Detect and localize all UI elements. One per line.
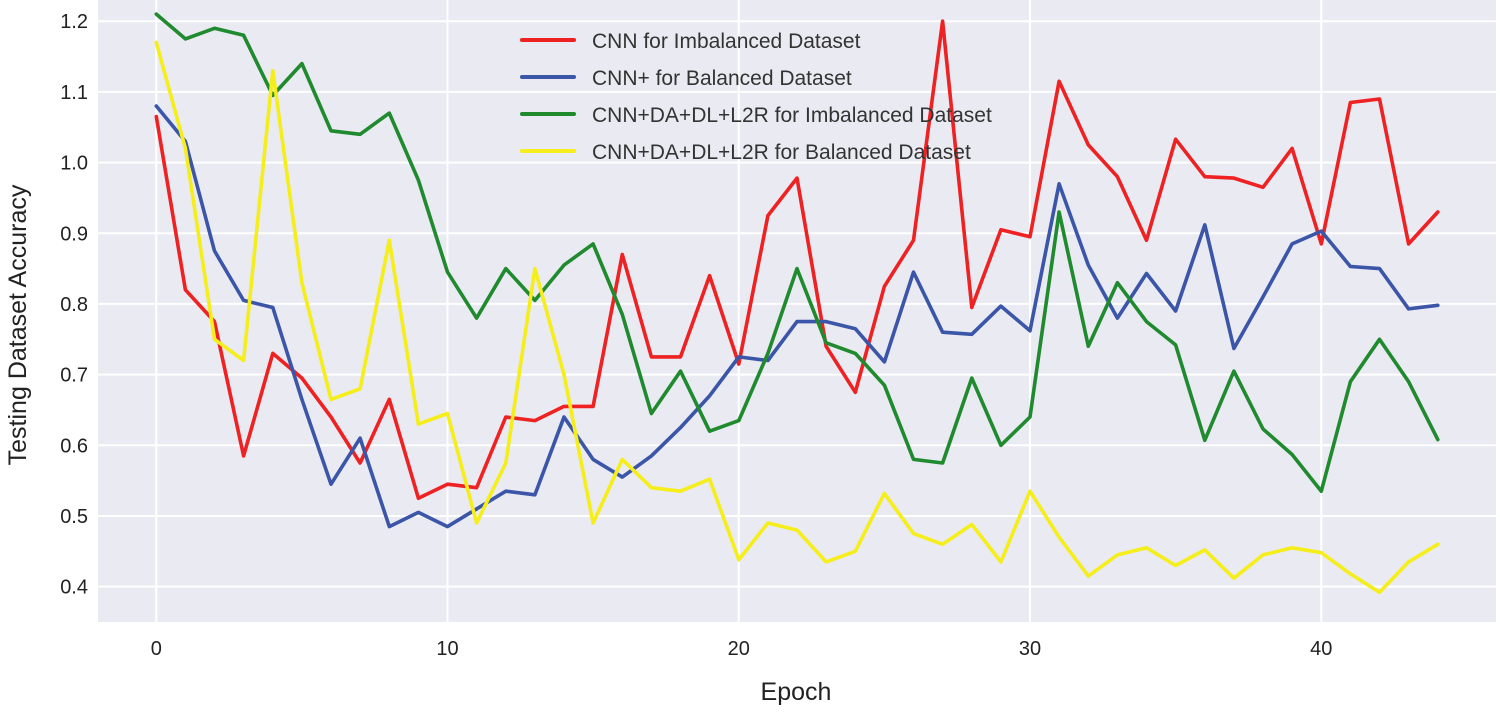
x-tick-label: 30	[1019, 638, 1041, 660]
x-tick-label: 10	[436, 638, 458, 660]
x-axis-ticks: 0 10 20 30 40	[151, 638, 1333, 660]
legend-label: CNN+DA+DL+L2R for Balanced Dataset	[592, 141, 971, 164]
legend: CNN for Imbalanced Dataset CNN+ for Balan…	[520, 30, 992, 164]
x-axis-label: Epoch	[761, 678, 832, 706]
x-tick-label: 0	[151, 638, 162, 660]
series-line-cnn-for-imbalanced-dataset	[154, 19, 1440, 501]
legend-label: CNN for Imbalanced Dataset	[592, 30, 861, 53]
grid	[98, 0, 1496, 622]
y-axis-label: Testing Dataset Accuracy	[4, 184, 32, 465]
legend-label: CNN+DA+DL+L2R for Imbalanced Dataset	[592, 104, 992, 127]
y-tick-label: 1.1	[60, 82, 88, 104]
x-tick-label: 20	[728, 638, 750, 660]
y-tick-label: 0.4	[60, 577, 88, 599]
y-tick-label: 0.9	[60, 223, 88, 245]
series-line-cnn-for-balanced-dataset	[154, 104, 1440, 529]
y-tick-label: 0.6	[60, 435, 88, 457]
series-lines	[154, 12, 1440, 595]
y-tick-label: 0.8	[60, 294, 88, 316]
plot-area-background	[98, 0, 1496, 622]
series-line-cnn-da-dl-l2r-for-imbalanced-dataset	[154, 12, 1440, 494]
y-axis-ticks: 0.4 0.5 0.6 0.7 0.8 0.9 1.0 1.1 1.2	[60, 11, 88, 598]
x-tick-label: 40	[1310, 638, 1332, 660]
y-tick-label: 1.2	[60, 11, 88, 33]
y-tick-label: 1.0	[60, 153, 88, 175]
y-tick-label: 0.5	[60, 506, 88, 528]
series-line-cnn-da-dl-l2r-for-balanced-dataset	[154, 40, 1440, 595]
y-tick-label: 0.7	[60, 365, 88, 387]
legend-label: CNN+ for Balanced Dataset	[592, 67, 852, 90]
